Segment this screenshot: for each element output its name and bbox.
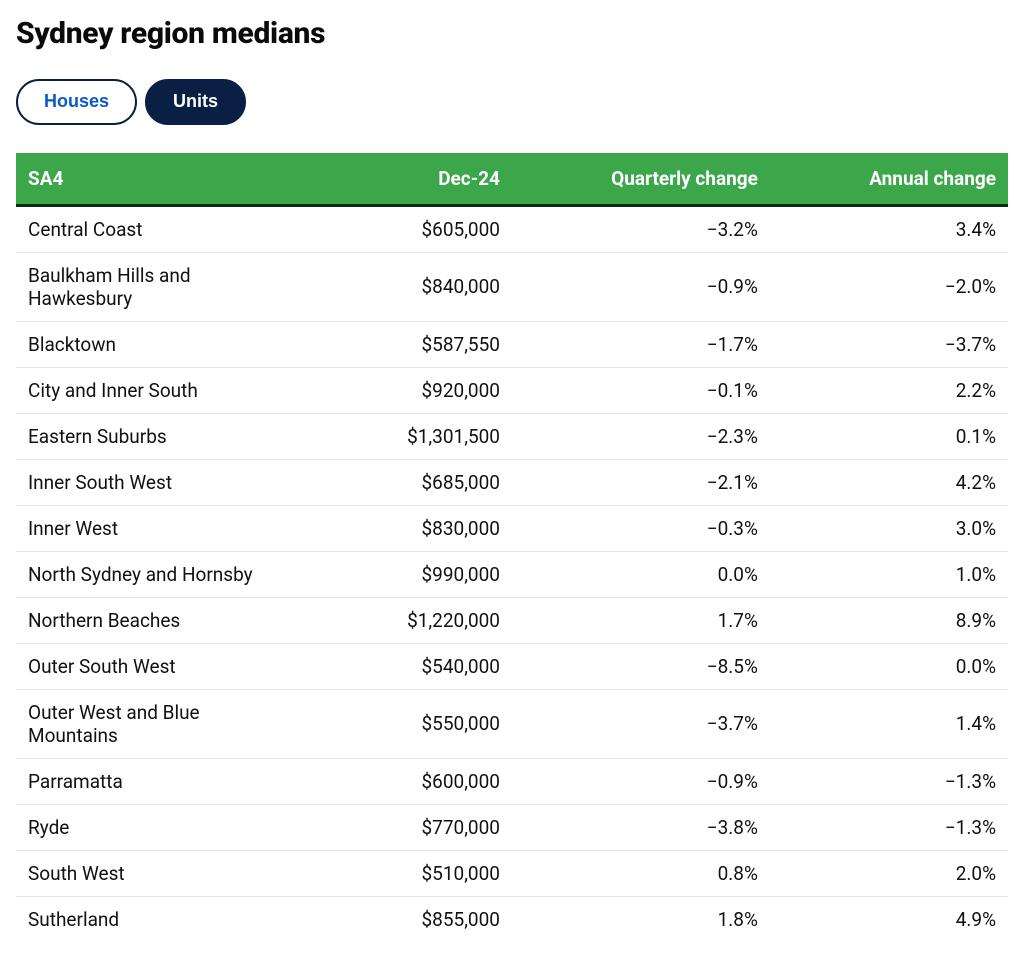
cell-value: $920,000: [274, 367, 512, 413]
cell-sa4: Ryde: [16, 804, 274, 850]
col-header-sa4: SA4: [16, 153, 274, 206]
cell-annual: 3.0%: [770, 505, 1008, 551]
cell-value: $830,000: [274, 505, 512, 551]
cell-annual: 3.4%: [770, 205, 1008, 252]
cell-quarterly: −3.2%: [512, 205, 770, 252]
cell-sa4: Central Coast: [16, 205, 274, 252]
cell-annual: −1.3%: [770, 804, 1008, 850]
table-row: Northern Beaches$1,220,0001.7%8.9%: [16, 597, 1008, 643]
cell-quarterly: 1.7%: [512, 597, 770, 643]
cell-quarterly: −3.7%: [512, 689, 770, 758]
cell-sa4: Eastern Suburbs: [16, 413, 274, 459]
cell-sa4: Outer West and Blue Mountains: [16, 689, 274, 758]
cell-value: $685,000: [274, 459, 512, 505]
col-header-quarterly: Quarterly change: [512, 153, 770, 206]
cell-annual: 1.0%: [770, 551, 1008, 597]
table-row: North Sydney and Hornsby$990,0000.0%1.0%: [16, 551, 1008, 597]
cell-annual: 2.0%: [770, 850, 1008, 896]
cell-annual: 8.9%: [770, 597, 1008, 643]
table-row: Inner South West$685,000−2.1%4.2%: [16, 459, 1008, 505]
cell-quarterly: 1.8%: [512, 896, 770, 942]
cell-value: $840,000: [274, 252, 512, 321]
cell-annual: 0.0%: [770, 643, 1008, 689]
cell-quarterly: 0.8%: [512, 850, 770, 896]
cell-annual: −1.3%: [770, 758, 1008, 804]
cell-annual: 4.2%: [770, 459, 1008, 505]
cell-quarterly: −0.3%: [512, 505, 770, 551]
col-header-value: Dec-24: [274, 153, 512, 206]
cell-sa4: Baulkham Hills and Hawkesbury: [16, 252, 274, 321]
cell-quarterly: −0.1%: [512, 367, 770, 413]
table-header-row: SA4 Dec-24 Quarterly change Annual chang…: [16, 153, 1008, 206]
table-row: Central Coast$605,000−3.2%3.4%: [16, 205, 1008, 252]
table-row: City and Inner South$920,000−0.1%2.2%: [16, 367, 1008, 413]
cell-sa4: Sutherland: [16, 896, 274, 942]
cell-quarterly: −0.9%: [512, 252, 770, 321]
property-type-tabs: Houses Units: [16, 79, 1008, 125]
col-header-annual: Annual change: [770, 153, 1008, 206]
cell-value: $587,550: [274, 321, 512, 367]
cell-value: $510,000: [274, 850, 512, 896]
table-row: Ryde$770,000−3.8%−1.3%: [16, 804, 1008, 850]
table-row: Sutherland$855,0001.8%4.9%: [16, 896, 1008, 942]
cell-annual: 2.2%: [770, 367, 1008, 413]
cell-sa4: Blacktown: [16, 321, 274, 367]
cell-quarterly: −2.1%: [512, 459, 770, 505]
table-row: South West$510,0000.8%2.0%: [16, 850, 1008, 896]
cell-value: $990,000: [274, 551, 512, 597]
cell-annual: 4.9%: [770, 896, 1008, 942]
cell-value: $770,000: [274, 804, 512, 850]
cell-annual: −3.7%: [770, 321, 1008, 367]
cell-annual: 0.1%: [770, 413, 1008, 459]
table-row: Baulkham Hills and Hawkesbury$840,000−0.…: [16, 252, 1008, 321]
cell-sa4: North Sydney and Hornsby: [16, 551, 274, 597]
cell-quarterly: −8.5%: [512, 643, 770, 689]
table-row: Blacktown$587,550−1.7%−3.7%: [16, 321, 1008, 367]
cell-value: $855,000: [274, 896, 512, 942]
cell-value: $1,220,000: [274, 597, 512, 643]
cell-value: $540,000: [274, 643, 512, 689]
table-row: Inner West$830,000−0.3%3.0%: [16, 505, 1008, 551]
cell-value: $550,000: [274, 689, 512, 758]
cell-sa4: Inner West: [16, 505, 274, 551]
cell-quarterly: −1.7%: [512, 321, 770, 367]
tab-houses[interactable]: Houses: [16, 79, 137, 125]
cell-value: $605,000: [274, 205, 512, 252]
tab-units[interactable]: Units: [145, 79, 246, 125]
cell-sa4: Northern Beaches: [16, 597, 274, 643]
cell-value: $1,301,500: [274, 413, 512, 459]
table-row: Outer South West$540,000−8.5%0.0%: [16, 643, 1008, 689]
cell-sa4: City and Inner South: [16, 367, 274, 413]
medians-table: SA4 Dec-24 Quarterly change Annual chang…: [16, 153, 1008, 942]
cell-quarterly: 0.0%: [512, 551, 770, 597]
cell-sa4: Parramatta: [16, 758, 274, 804]
cell-sa4: Inner South West: [16, 459, 274, 505]
cell-quarterly: −0.9%: [512, 758, 770, 804]
cell-annual: −2.0%: [770, 252, 1008, 321]
table-row: Eastern Suburbs$1,301,500−2.3%0.1%: [16, 413, 1008, 459]
table-row: Parramatta$600,000−0.9%−1.3%: [16, 758, 1008, 804]
cell-sa4: South West: [16, 850, 274, 896]
cell-value: $600,000: [274, 758, 512, 804]
page-title: Sydney region medians: [16, 16, 1008, 51]
cell-sa4: Outer South West: [16, 643, 274, 689]
table-row: Outer West and Blue Mountains$550,000−3.…: [16, 689, 1008, 758]
cell-quarterly: −3.8%: [512, 804, 770, 850]
cell-annual: 1.4%: [770, 689, 1008, 758]
cell-quarterly: −2.3%: [512, 413, 770, 459]
